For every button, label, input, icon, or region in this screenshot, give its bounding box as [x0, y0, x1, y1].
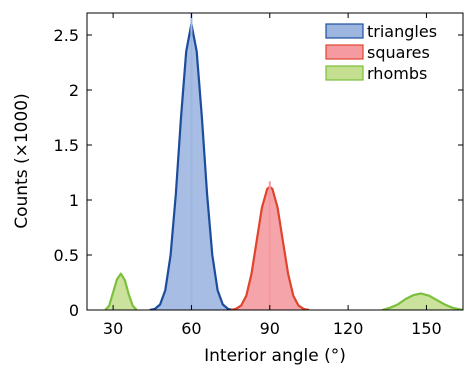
series-rhombs-area-0	[105, 273, 137, 310]
x-tick-label: 30	[103, 319, 123, 338]
series-rhombs-area-1	[382, 293, 463, 310]
y-tick-label: 2	[69, 81, 79, 100]
axis-layer: 30 60 90 120 150 0 0.5 1 1.5 2 2.5	[54, 12, 464, 338]
legend-swatch-triangles	[325, 23, 364, 39]
series-rhombs-line-0	[104, 272, 138, 310]
y-tick-label: 1	[69, 191, 79, 210]
y-tick-label: 0.5	[54, 246, 79, 265]
x-tick-label: 60	[181, 319, 201, 338]
x-tick-label: 120	[333, 319, 364, 338]
y-tick-label: 0	[69, 301, 79, 320]
legend: triangles squares rhombs	[325, 22, 437, 83]
legend-label-squares: squares	[367, 43, 430, 62]
y-axis-title: Counts (×1000)	[12, 93, 32, 229]
x-axis-title: Interior angle (°)	[204, 346, 346, 366]
y-tick-label: 2.5	[54, 26, 79, 45]
legend-label-rhombs: rhombs	[367, 64, 427, 83]
series-layer	[104, 13, 463, 310]
plot-frame	[86, 12, 464, 311]
legend-swatch-rhombs	[325, 65, 364, 81]
legend-swatch-squares	[325, 44, 364, 60]
y-tick-label: 1.5	[54, 136, 79, 155]
x-tick-label: 90	[260, 319, 280, 338]
series-rhombs-line-1	[381, 292, 463, 310]
x-tick-label: 150	[411, 319, 442, 338]
legend-label-triangles: triangles	[367, 22, 437, 41]
